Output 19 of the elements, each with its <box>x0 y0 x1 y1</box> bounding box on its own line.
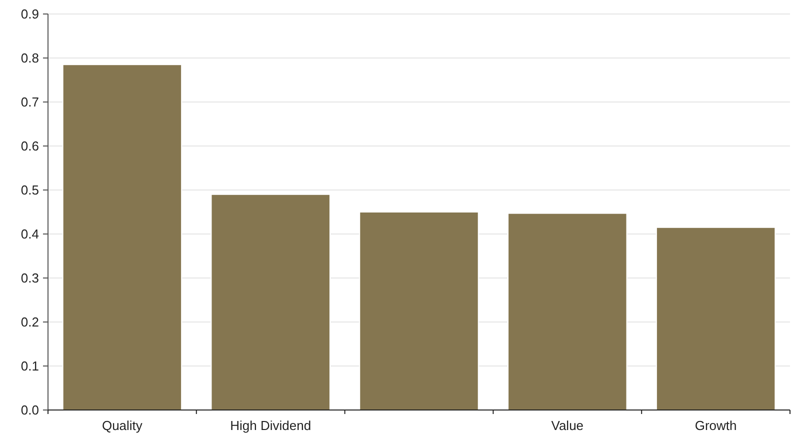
bar <box>656 226 776 410</box>
y-tick-label: 0.8 <box>20 50 39 66</box>
x-tick-label: Quality <box>102 418 143 433</box>
y-tick-label: 0.3 <box>20 270 39 286</box>
bar <box>62 64 182 410</box>
y-tick-label: 0.0 <box>20 402 39 418</box>
x-tick-label: Value <box>551 418 584 433</box>
y-tick-label: 0.1 <box>20 358 39 374</box>
bar <box>210 194 330 410</box>
y-tick-label: 0.7 <box>20 94 39 110</box>
y-tick-label: 0.2 <box>20 314 39 330</box>
y-tick-label: 0.6 <box>20 138 39 154</box>
x-tick-label: High Dividend <box>230 418 312 433</box>
x-tick-label: Growth <box>694 418 737 433</box>
y-tick-label: 0.9 <box>20 6 39 22</box>
y-tick-label: 0.5 <box>20 182 39 198</box>
bar <box>508 212 628 410</box>
y-tick-label: 0.4 <box>20 226 39 242</box>
bar <box>359 212 479 410</box>
